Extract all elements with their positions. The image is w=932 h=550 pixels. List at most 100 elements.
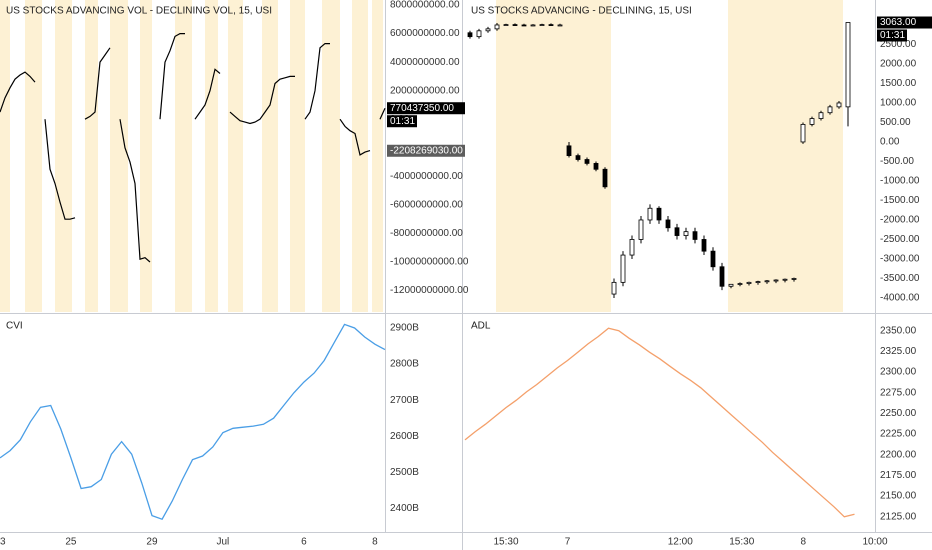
y-tick-label: 2325.00 (880, 346, 917, 357)
pane-title: US STOCKS ADVANCING - DECLINING, 15, USI (471, 6, 692, 17)
session-band (205, 0, 218, 312)
price-badge (877, 16, 932, 29)
y-tick-label: 1000.00 (880, 98, 917, 109)
candle-body (773, 279, 779, 282)
x-tick-label: 8 (800, 537, 806, 548)
y-tick-label: 2500B (390, 467, 419, 478)
session-band (352, 0, 368, 312)
candle-body (593, 163, 599, 170)
y-tick-label: -4000.00 (880, 293, 920, 304)
y-tick-label: 2125.00 (880, 511, 917, 522)
session-band (290, 0, 305, 312)
pane-title: ADL (471, 321, 491, 332)
y-tick-label: 2250.00 (880, 408, 917, 419)
y-tick-label: 4000000000.00 (390, 57, 460, 68)
candle-body (566, 145, 572, 157)
candle-body (827, 106, 833, 114)
candle-body (800, 124, 806, 143)
y-tick-label: 500.00 (880, 117, 911, 128)
pane-title: CVI (6, 321, 23, 332)
y-tick-label: 2200.00 (880, 449, 917, 460)
series-line (0, 33, 386, 263)
candle-body (638, 219, 644, 240)
price-badge (387, 102, 465, 115)
y-tick-label: -1000.00 (880, 176, 920, 187)
candle-body (791, 278, 797, 280)
y-tick-label: 2700B (390, 395, 419, 406)
session-band (262, 0, 278, 312)
candle-body (764, 280, 770, 283)
pane-title: US STOCKS ADVANCING VOL - DECLINING VOL,… (6, 6, 272, 17)
candle-body (548, 24, 554, 26)
candle-body (503, 24, 509, 26)
y-tick-label: 2350.00 (880, 325, 917, 336)
session-band (728, 0, 843, 312)
candle-body (494, 24, 500, 30)
y-tick-label: 2800B (390, 359, 419, 370)
x-tick-label: 7 (565, 537, 571, 548)
session-band (0, 0, 10, 312)
y-tick-label: 1500.00 (880, 78, 917, 89)
y-tick-label: 2900B (390, 323, 419, 334)
candle-body (620, 254, 626, 283)
y-tick-label: 2275.00 (880, 387, 917, 398)
x-tick-label: 6 (301, 537, 307, 548)
session-band (322, 0, 340, 312)
y-tick-label: 6000000000.00 (390, 28, 460, 39)
y-tick-label: -3000.00 (880, 254, 920, 265)
x-tick-label: 12:00 (668, 537, 693, 548)
candle-body (818, 112, 824, 119)
session-band (496, 0, 611, 312)
series-line (464, 327, 855, 518)
y-tick-label: 2150.00 (880, 491, 917, 502)
candle-body (755, 281, 761, 283)
y-tick-label: 2400B (390, 503, 419, 514)
candle-body (467, 32, 473, 38)
session-band (55, 0, 72, 312)
candle-body (656, 207, 662, 221)
candle-body (512, 24, 518, 26)
x-tick-label: 10:00 (862, 537, 887, 548)
candle-body (557, 24, 563, 27)
candle-body (683, 231, 689, 236)
countdown-label: 01:31 (880, 30, 905, 41)
y-tick-label: 2175.00 (880, 470, 917, 481)
x-tick-label: Jul (216, 537, 229, 548)
candle-body (836, 102, 842, 108)
price-badge-label: 3063.00 (880, 17, 917, 28)
candle-body (782, 278, 788, 281)
x-tick-label: 23 (0, 537, 6, 548)
y-tick-label: -500.00 (880, 156, 914, 167)
candle-body (539, 24, 545, 26)
session-band (85, 0, 98, 312)
candle-body (629, 239, 635, 256)
y-tick-label: -10000000000.00 (390, 257, 469, 268)
candle-body (719, 266, 725, 287)
y-tick-label: 2300.00 (880, 367, 917, 378)
candle-body (575, 155, 581, 160)
x-tick-label: 25 (65, 537, 77, 548)
y-tick-label: 0.00 (880, 137, 900, 148)
y-tick-label: 2000000000.00 (390, 85, 460, 96)
countdown-label: 01:31 (390, 116, 415, 127)
y-tick-label: -4000000000.00 (390, 171, 463, 182)
x-tick-label: 15:30 (729, 537, 754, 548)
y-tick-label: -8000000000.00 (390, 228, 463, 239)
y-tick-label: -2000.00 (880, 215, 920, 226)
price-badge-label: -2208269030.00 (390, 145, 463, 156)
session-band (25, 0, 42, 312)
y-tick-label: 2600B (390, 431, 419, 442)
session-band (140, 0, 152, 312)
y-tick-label: -6000000000.00 (390, 200, 463, 211)
price-badge (387, 144, 465, 157)
y-tick-label: 2500.00 (880, 39, 917, 50)
x-tick-label: 15:30 (493, 537, 518, 548)
candle-body (728, 283, 734, 287)
y-tick-label: -3500.00 (880, 273, 920, 284)
price-badge-label: 770437350.00 (390, 103, 454, 114)
candle-body (746, 281, 752, 284)
countdown-badge (877, 29, 907, 42)
session-bands (0, 0, 843, 312)
y-tick-label: -1500.00 (880, 195, 920, 206)
